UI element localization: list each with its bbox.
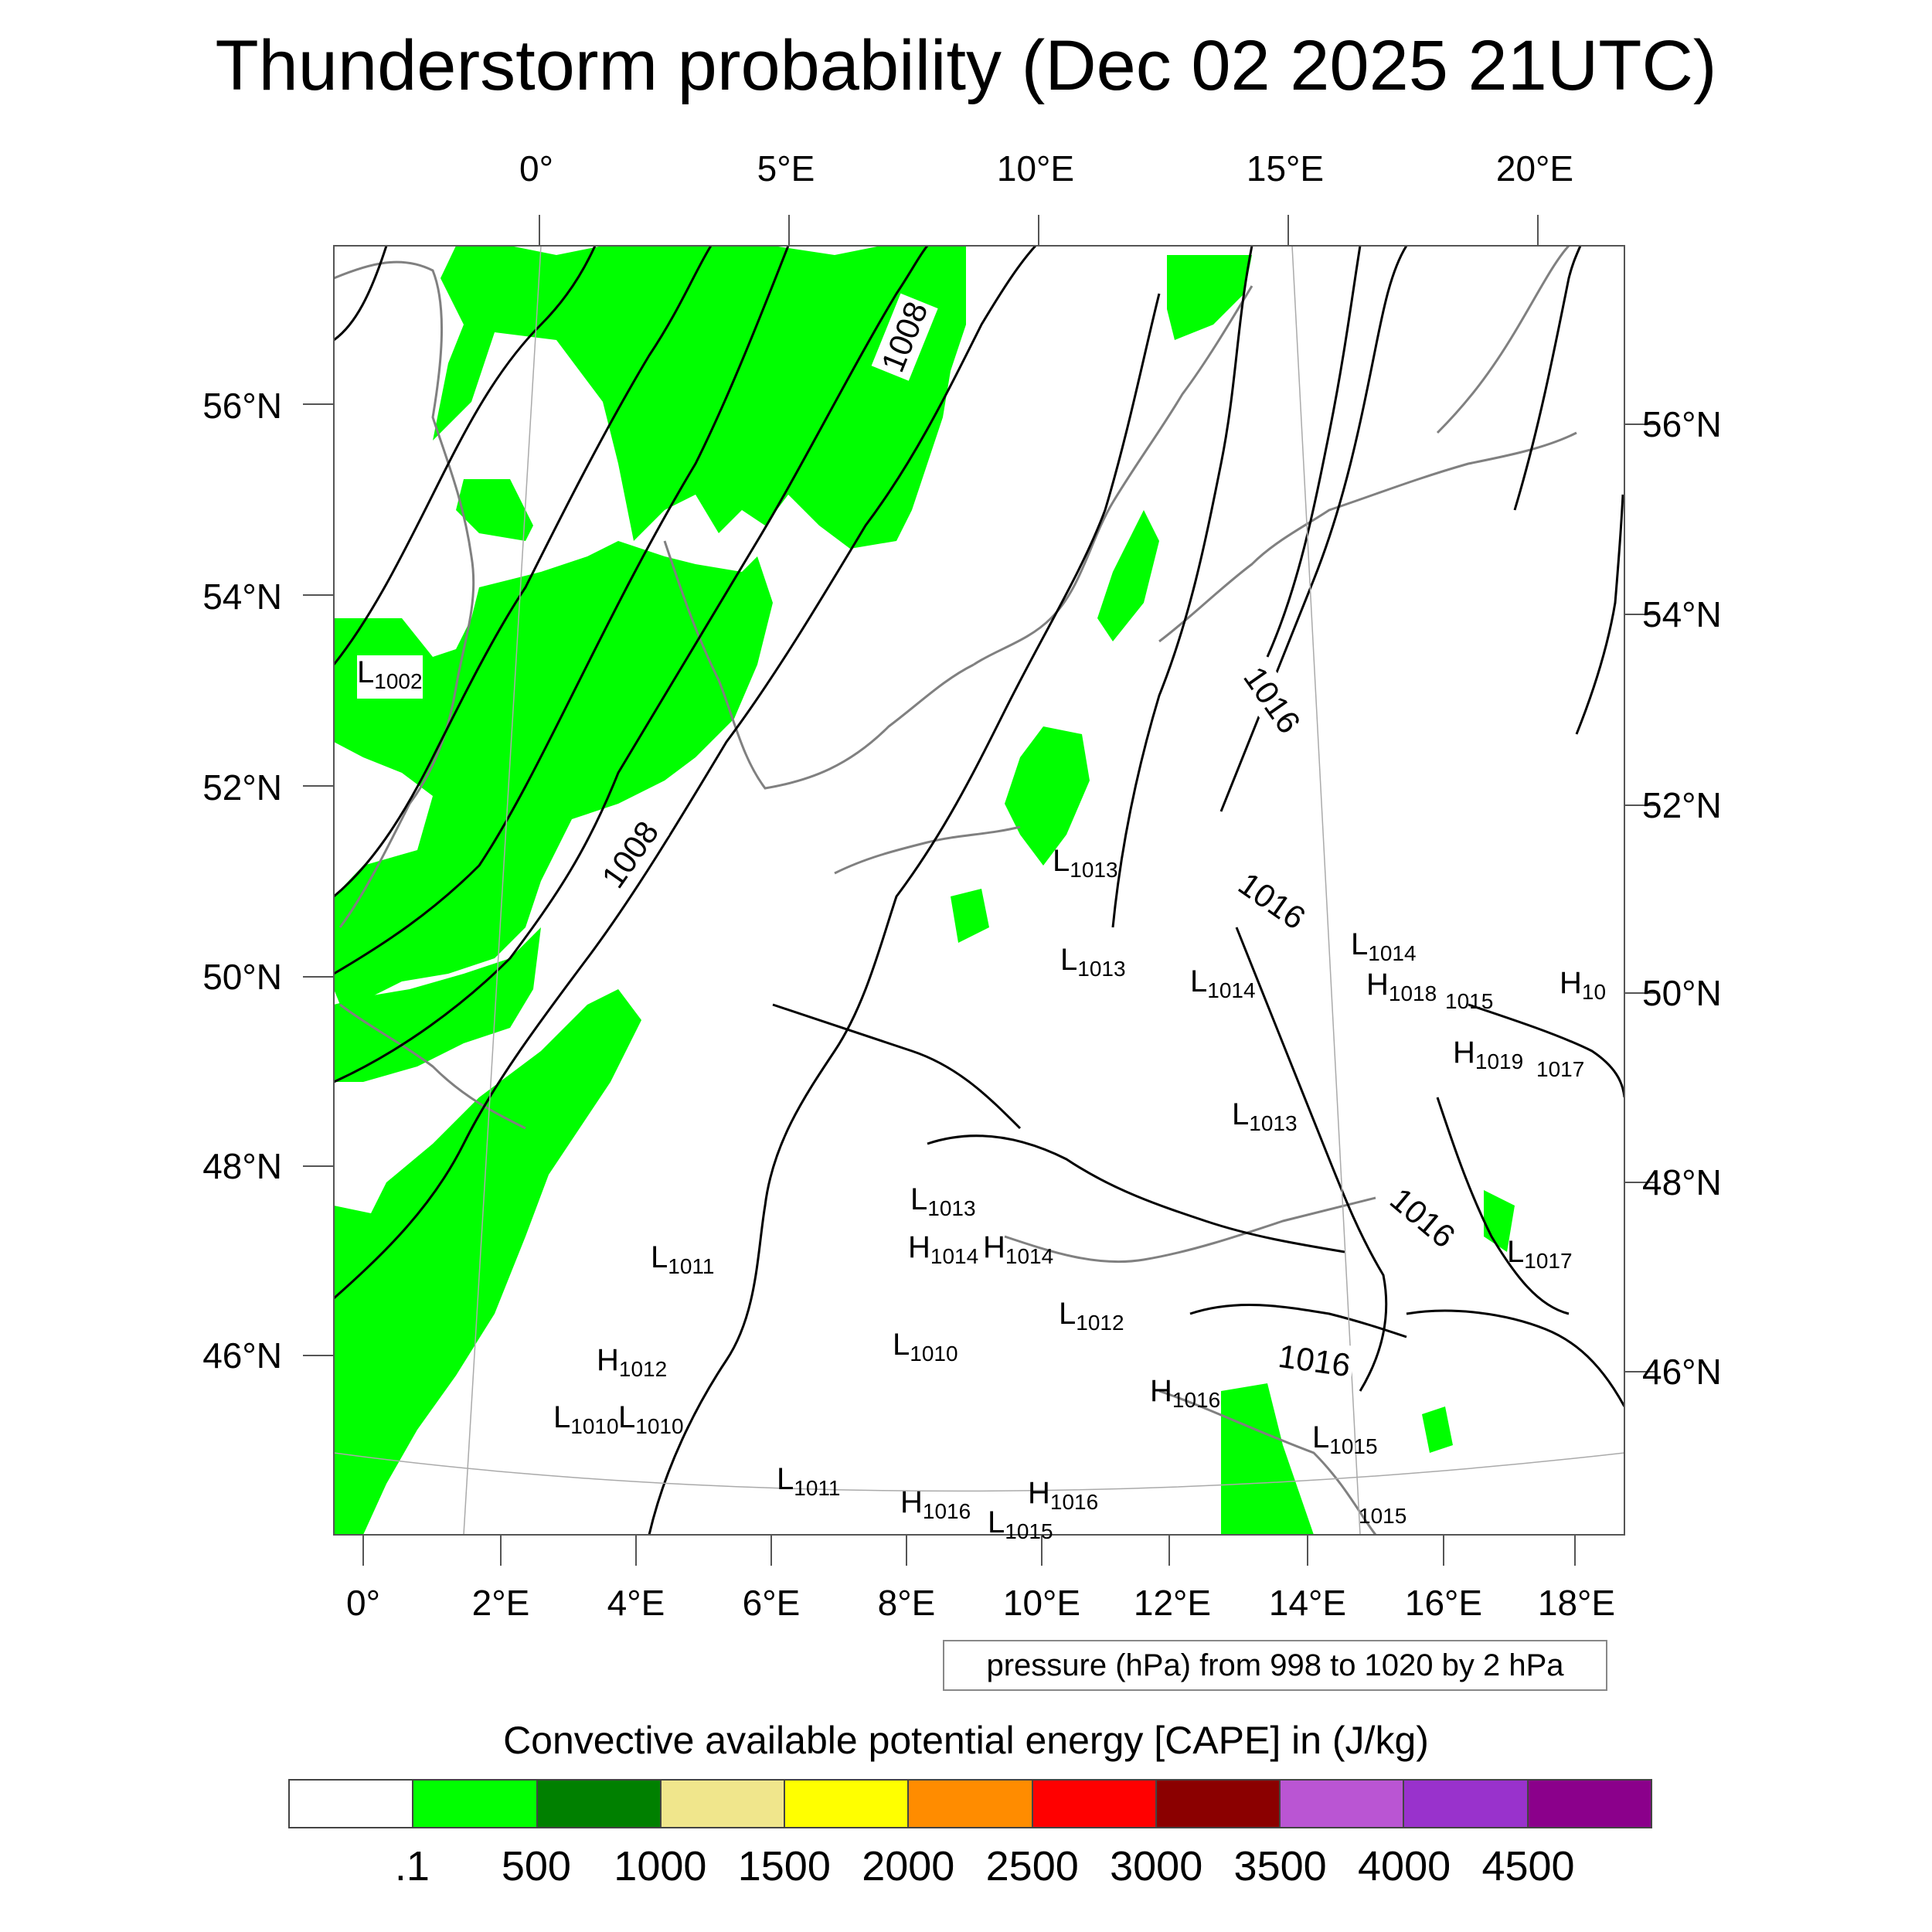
pressure-center-label: L1010 bbox=[618, 1400, 684, 1438]
colorbar-box bbox=[909, 1781, 1033, 1827]
cape-region-adriatic bbox=[1221, 1383, 1314, 1535]
right-lat-label: 50°N bbox=[1642, 973, 1722, 1013]
left-lat-label: 54°N bbox=[202, 577, 282, 617]
colorbar-title: Convective available potential energy [C… bbox=[503, 1719, 1429, 1762]
bottom-lon-label: 0° bbox=[346, 1583, 380, 1623]
colorbar-box bbox=[1281, 1781, 1405, 1827]
left-lat-label: 46°N bbox=[202, 1335, 282, 1376]
right-lat-label: 48°N bbox=[1642, 1162, 1722, 1202]
colorbar-tick-label: 1500 bbox=[737, 1843, 831, 1889]
colorbar-box bbox=[1156, 1781, 1281, 1827]
cape-region-east-small bbox=[951, 889, 989, 943]
map-frame bbox=[333, 245, 1625, 1536]
top-lon-label: 0° bbox=[519, 148, 553, 189]
pressure-center-label: 1015 bbox=[1359, 1504, 1407, 1528]
colorbar bbox=[288, 1779, 1652, 1828]
right-lat-label: 46°N bbox=[1642, 1352, 1722, 1392]
top-lon-label: 20°E bbox=[1495, 148, 1574, 189]
bottom-lon-label: 16°E bbox=[1404, 1583, 1483, 1623]
colorbar-tick-label: 2000 bbox=[862, 1843, 955, 1889]
colorbar-ticks: .1 500 1000 1500 2000 2500 3000 3500 4000 4500 bbox=[0, 1842, 1932, 1896]
pressure-center-label: L1013 bbox=[1053, 844, 1118, 882]
left-lat-label: 48°N bbox=[202, 1146, 282, 1186]
bottom-lon-label: 12°E bbox=[1133, 1583, 1212, 1623]
coastlines bbox=[334, 246, 1577, 1535]
pressure-center-label: L1013 bbox=[1060, 943, 1126, 981]
colorbar-box bbox=[785, 1781, 910, 1827]
colorbar-box bbox=[661, 1781, 786, 1827]
pressure-center-label: 1017 bbox=[1536, 1057, 1585, 1081]
axis-ticks bbox=[303, 215, 1655, 1566]
right-lat-label: 52°N bbox=[1642, 785, 1722, 825]
pressure-center-label: L1015 bbox=[988, 1505, 1053, 1543]
pressure-center-label: L1014 bbox=[1351, 927, 1417, 965]
bottom-lon-label: 6°E bbox=[742, 1583, 801, 1623]
pressure-center-label: L1013 bbox=[910, 1182, 976, 1220]
bottom-lon-label: 10°E bbox=[1002, 1583, 1081, 1623]
pressure-center-label: H10 bbox=[1560, 966, 1607, 1004]
pressure-center-label: L1017 bbox=[1507, 1235, 1573, 1273]
colorbar-tick-label: 3000 bbox=[1110, 1843, 1203, 1889]
cape-region-belt bbox=[334, 541, 773, 1005]
pressure-center-label: L1014 bbox=[1190, 964, 1256, 1002]
top-lon-label: 15°E bbox=[1246, 148, 1325, 189]
page-title: Thunderstorm probability (Dec 02 2025 21… bbox=[215, 26, 1717, 105]
right-lat-label: 56°N bbox=[1642, 404, 1722, 444]
cape-region-sw-tongue bbox=[334, 989, 641, 1535]
pressure-center-label: H1018 bbox=[1366, 968, 1437, 1005]
colorbar-tick-label: 1000 bbox=[614, 1843, 707, 1889]
colorbar-box bbox=[413, 1781, 538, 1827]
pressure-center-label: L1010 bbox=[893, 1328, 958, 1366]
pressure-center-label: L1010 bbox=[553, 1400, 619, 1438]
colorbar-tick-label: 4000 bbox=[1358, 1843, 1451, 1889]
colorbar-box bbox=[1528, 1781, 1651, 1827]
cape-region-bavaria bbox=[1005, 726, 1090, 866]
colorbar-box bbox=[290, 1781, 414, 1827]
cape-region-east bbox=[1097, 510, 1159, 641]
left-lat-label: 56°N bbox=[202, 386, 282, 426]
top-lon-label: 5°E bbox=[757, 148, 815, 189]
pressure-center-label: L1002 bbox=[357, 655, 423, 699]
pressure-center-label: H1014 bbox=[908, 1230, 979, 1268]
pressure-center-label: H1016 bbox=[1028, 1476, 1099, 1514]
pressure-center-label: L1012 bbox=[1059, 1297, 1124, 1335]
bottom-lon-label: 18°E bbox=[1537, 1583, 1616, 1623]
left-lat-label: 50°N bbox=[202, 957, 282, 997]
cape-region-upper-mid bbox=[456, 479, 533, 541]
contour-info-box: pressure (hPa) from 998 to 1020 by 2 hPa bbox=[943, 1640, 1607, 1691]
cape-region-poland-n bbox=[1167, 255, 1252, 340]
colorbar-tick-label: .1 bbox=[394, 1843, 430, 1889]
pressure-center-label: L1015 bbox=[1312, 1420, 1378, 1458]
pressure-center-label: 1015 bbox=[1445, 989, 1494, 1013]
colorbar-box bbox=[537, 1781, 662, 1827]
cape-region-se bbox=[1422, 1406, 1453, 1453]
colorbar-box bbox=[1404, 1781, 1529, 1827]
right-lat-label: 54°N bbox=[1642, 594, 1722, 634]
colorbar-tick-label: 4500 bbox=[1481, 1843, 1575, 1889]
colorbar-box bbox=[1032, 1781, 1157, 1827]
pressure-center-label: L1011 bbox=[651, 1240, 715, 1278]
colorbar-tick-label: 3500 bbox=[1233, 1843, 1327, 1889]
pressure-center-label: H1014 bbox=[983, 1230, 1054, 1268]
pressure-center-label: L1011 bbox=[777, 1462, 841, 1500]
pressure-center-label: L1013 bbox=[1232, 1097, 1298, 1135]
pressure-center-label: H1016 bbox=[1150, 1374, 1221, 1412]
bottom-lon-label: 2°E bbox=[471, 1583, 530, 1623]
colorbar-tick-label: 500 bbox=[501, 1843, 571, 1889]
cape-region-coast-west bbox=[334, 927, 541, 1082]
pressure-center-label: H1012 bbox=[597, 1343, 668, 1381]
bottom-lon-label: 14°E bbox=[1268, 1583, 1347, 1623]
pressure-center-label: H1019 bbox=[1453, 1036, 1524, 1073]
left-lat-label: 52°N bbox=[202, 767, 282, 808]
cape-region-north bbox=[433, 246, 966, 549]
bottom-lon-label: 4°E bbox=[607, 1583, 665, 1623]
colorbar-tick-label: 2500 bbox=[985, 1843, 1079, 1889]
pressure-center-label: H1016 bbox=[900, 1485, 971, 1523]
top-lon-label: 10°E bbox=[996, 148, 1075, 189]
bottom-lon-label: 8°E bbox=[877, 1583, 936, 1623]
